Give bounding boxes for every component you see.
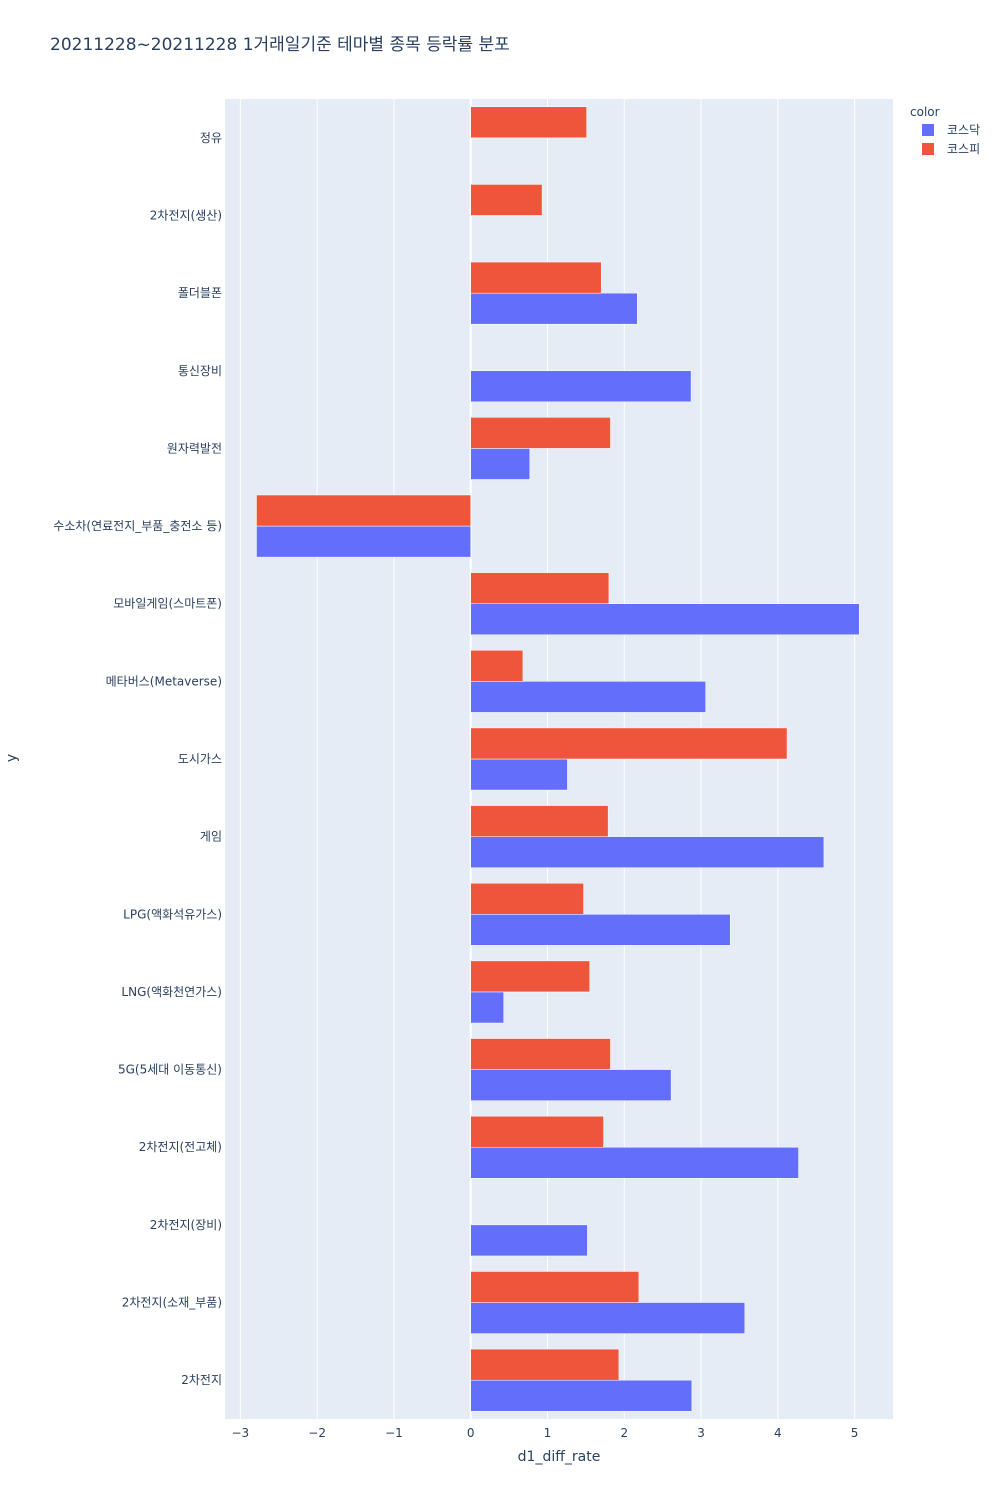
y-tick-label: LNG(액화천연가스)	[121, 984, 222, 999]
x-tick-label: 3	[697, 1426, 705, 1440]
y-tick-label: 2차전지	[181, 1373, 222, 1387]
bar[interactable]	[470, 1038, 611, 1070]
bar[interactable]	[470, 836, 825, 868]
bar[interactable]	[470, 370, 692, 403]
y-tick-label: 2차전지(장비)	[150, 1218, 222, 1232]
x-tick-label: −3	[232, 1426, 250, 1440]
legend-swatch[interactable]	[922, 143, 934, 155]
bar[interactable]	[470, 758, 568, 791]
bar[interactable]	[470, 572, 610, 604]
chart-title: 20211228~20211228 1거래일기준 테마별 종목 등락률 분포	[50, 35, 510, 55]
bar[interactable]	[470, 292, 638, 325]
bar[interactable]	[470, 681, 706, 713]
bar[interactable]	[470, 1115, 604, 1148]
legend-swatch[interactable]	[922, 124, 934, 136]
bar[interactable]	[470, 106, 587, 139]
bar[interactable]	[470, 184, 543, 216]
x-tick-label: −2	[308, 1426, 326, 1440]
y-tick-label: 폴더블폰	[178, 286, 222, 300]
y-axis-title: y	[4, 754, 20, 762]
bar[interactable]	[470, 1146, 799, 1179]
legend-label[interactable]: 코스닥	[947, 123, 980, 137]
bar[interactable]	[470, 1379, 693, 1412]
y-tick-label: 게임	[200, 830, 222, 844]
y-tick-label: LPG(액화석유가스)	[123, 907, 222, 921]
y-tick-label: 수소차(연료전지_부품_충전소 등)	[53, 519, 222, 533]
bar[interactable]	[470, 448, 531, 480]
x-axis-ticks: −3 −2 −1 0 1 2 3 4 5	[232, 1426, 859, 1440]
bar[interactable]	[470, 1302, 746, 1334]
bar[interactable]	[470, 603, 860, 636]
bars	[256, 106, 860, 1412]
bar[interactable]	[470, 727, 788, 760]
y-tick-label: 5G(5세대 이동통신)	[118, 1063, 222, 1077]
y-tick-label: 메타버스(Metaverse)	[106, 674, 222, 688]
bar[interactable]	[470, 1271, 640, 1303]
bar[interactable]	[470, 261, 602, 294]
y-tick-label: 도시가스	[178, 752, 222, 766]
y-tick-label: 통신장비	[178, 364, 222, 378]
x-tick-label: 2	[620, 1426, 628, 1440]
x-tick-label: 4	[774, 1426, 782, 1440]
x-tick-label: 0	[467, 1426, 475, 1440]
legend-label[interactable]: 코스피	[947, 142, 980, 156]
bar[interactable]	[256, 525, 471, 558]
y-tick-label: 2차전지(생산)	[150, 208, 222, 222]
bar[interactable]	[470, 960, 590, 993]
x-axis-title: d1_diff_rate	[518, 1449, 601, 1465]
bar[interactable]	[470, 1348, 620, 1381]
x-tick-label: 5	[851, 1426, 859, 1440]
y-tick-label: 2차전지(소재_부품)	[122, 1296, 222, 1310]
bar[interactable]	[470, 1224, 588, 1257]
legend-title: color	[910, 105, 940, 119]
y-tick-label: 원자력발전	[167, 441, 222, 455]
bar[interactable]	[470, 991, 504, 1024]
y-tick-label: 2차전지(전고체)	[139, 1140, 222, 1154]
y-tick-label: 모바일게임(스마트폰)	[113, 597, 222, 611]
bar[interactable]	[470, 914, 731, 946]
x-tick-label: −1	[385, 1426, 403, 1440]
y-tick-label: 정유	[200, 131, 222, 145]
bar[interactable]	[470, 805, 609, 837]
bar[interactable]	[470, 1069, 672, 1101]
bar[interactable]	[470, 882, 584, 915]
x-tick-label: 1	[544, 1426, 552, 1440]
bar[interactable]	[256, 494, 471, 527]
bar[interactable]	[470, 650, 524, 682]
bar[interactable]	[470, 417, 611, 449]
